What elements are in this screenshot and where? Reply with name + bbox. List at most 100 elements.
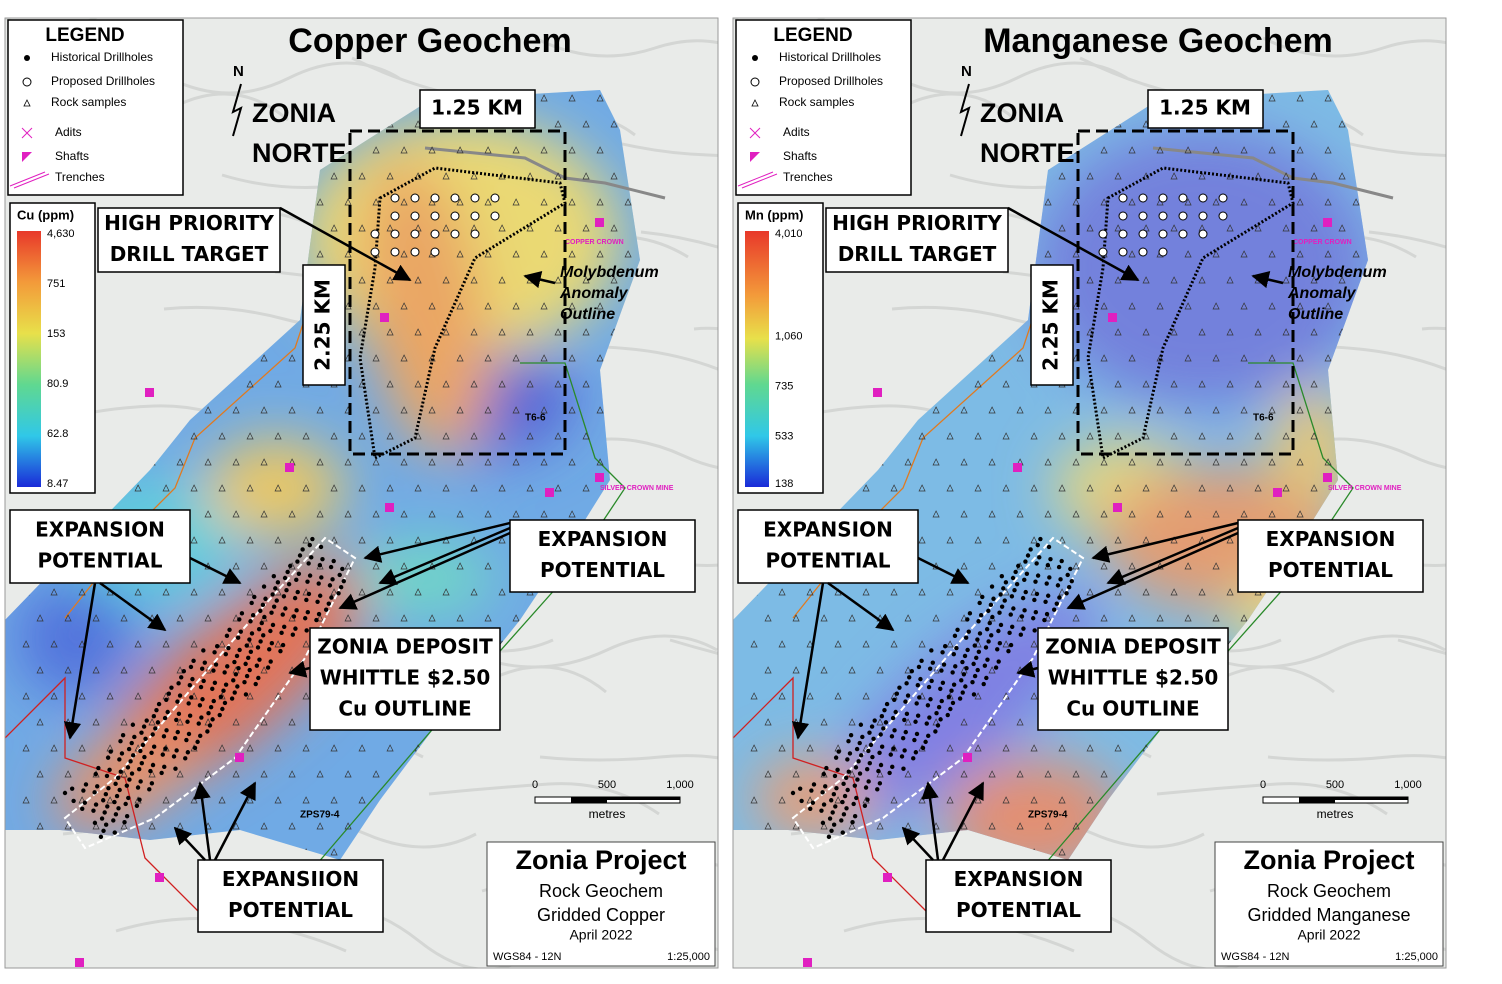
- rock-sample: [1198, 172, 1206, 180]
- drillhole: [101, 828, 106, 833]
- rock-sample: [918, 432, 926, 440]
- drillhole: [893, 709, 898, 715]
- relief-line: [640, 230, 718, 249]
- rock-sample: [540, 146, 548, 154]
- rock-sample: [876, 822, 884, 830]
- north-arrow: [959, 83, 971, 137]
- rock-sample: [1072, 614, 1080, 622]
- rock-sample: [1170, 328, 1178, 336]
- rock-sample: [1198, 328, 1206, 336]
- rock-sample: [1016, 406, 1024, 414]
- drillhole: [959, 678, 964, 683]
- drillhole: [91, 808, 96, 813]
- drillhole: [112, 830, 117, 835]
- rock-sample: [442, 484, 450, 492]
- drillhole: [985, 657, 990, 662]
- rock-sample: [260, 458, 268, 466]
- drillhole: [132, 734, 137, 740]
- rock-sample: [386, 744, 394, 752]
- map-label: SILVER CROWN MINE: [1328, 485, 1402, 492]
- rock-sample: [36, 614, 44, 622]
- rock-sample: [750, 692, 758, 700]
- drillhole: [123, 801, 128, 807]
- rock-sample: [64, 614, 72, 622]
- drillhole: [912, 737, 917, 743]
- rock-sample: [204, 406, 212, 414]
- drillhole: [1032, 597, 1037, 603]
- scale-unit: metres: [1317, 807, 1354, 821]
- title-block: [1214, 841, 1444, 967]
- drillhole: [296, 571, 302, 576]
- rock-sample: [960, 822, 968, 830]
- shaft: [1013, 463, 1022, 472]
- drillhole: [858, 722, 864, 727]
- drillhole: [136, 767, 142, 772]
- drillhole: [884, 701, 890, 707]
- drillhole: [952, 633, 958, 639]
- rock-sample: [1212, 406, 1220, 414]
- shaft: [803, 958, 812, 967]
- rock-sample: [246, 588, 254, 596]
- drillhole: [853, 765, 859, 770]
- drillhole: [902, 717, 907, 723]
- rock-sample: [1240, 302, 1248, 310]
- rock-sample: [1352, 250, 1360, 258]
- drillhole: [855, 777, 860, 782]
- rock-sample: [288, 822, 296, 830]
- rock-sample: [526, 484, 534, 492]
- deposit-label: Cu OUTLINE: [1066, 697, 1199, 721]
- rock-sample: [1296, 146, 1304, 154]
- rock-sample: [848, 614, 856, 622]
- rock-sample: [1072, 198, 1080, 206]
- rock-sample: [946, 796, 954, 804]
- rock-sample: [1226, 484, 1234, 492]
- drillhole: [835, 767, 840, 773]
- relief-line: [1315, 133, 1446, 158]
- drillhole: [1001, 586, 1006, 591]
- rock-sample: [512, 302, 520, 310]
- proposed-drillhole: [1158, 193, 1168, 203]
- scale-tick: 0: [1260, 779, 1266, 791]
- rock-sample: [470, 328, 478, 336]
- heat-blob: [355, 538, 495, 618]
- rock-sample: [428, 354, 436, 362]
- rock-sample: [806, 692, 814, 700]
- drillhole: [974, 655, 979, 661]
- shaft: [1323, 473, 1332, 482]
- rock-sample: [1142, 484, 1150, 492]
- rock-sample: [456, 562, 464, 570]
- drillhole: [915, 682, 921, 688]
- rock-sample: [1156, 406, 1164, 414]
- drillhole: [198, 733, 203, 739]
- deposit-label: ZONIA DEPOSIT: [317, 635, 493, 659]
- rock-sample: [1352, 198, 1360, 206]
- drillhole: [243, 661, 248, 667]
- drillhole: [129, 771, 135, 776]
- drillhole: [114, 793, 120, 799]
- drillhole: [1023, 559, 1028, 564]
- drillhole: [124, 813, 130, 819]
- proposed-drillhole: [1138, 211, 1148, 221]
- rock-sample: [554, 484, 562, 492]
- relief-line: [669, 638, 718, 655]
- drillhole: [159, 770, 164, 776]
- drillhole: [341, 578, 346, 584]
- expansion-right-box: [1237, 519, 1424, 593]
- drillhole: [163, 746, 168, 751]
- drillhole: [292, 595, 298, 601]
- drillhole: [933, 729, 938, 734]
- drillhole: [981, 681, 986, 687]
- rock-sample: [1226, 224, 1234, 232]
- proposed-drillhole: [1178, 193, 1188, 203]
- rock-sample: [372, 614, 380, 622]
- drillhole: [928, 697, 933, 702]
- rock-sample: [1044, 614, 1052, 622]
- drillhole: [988, 602, 994, 608]
- drillhole: [128, 759, 133, 764]
- drillhole: [841, 781, 846, 787]
- drillhole: [868, 742, 874, 748]
- rock-sample: [1058, 484, 1066, 492]
- drillhole: [207, 723, 213, 728]
- rock-sample: [246, 536, 254, 544]
